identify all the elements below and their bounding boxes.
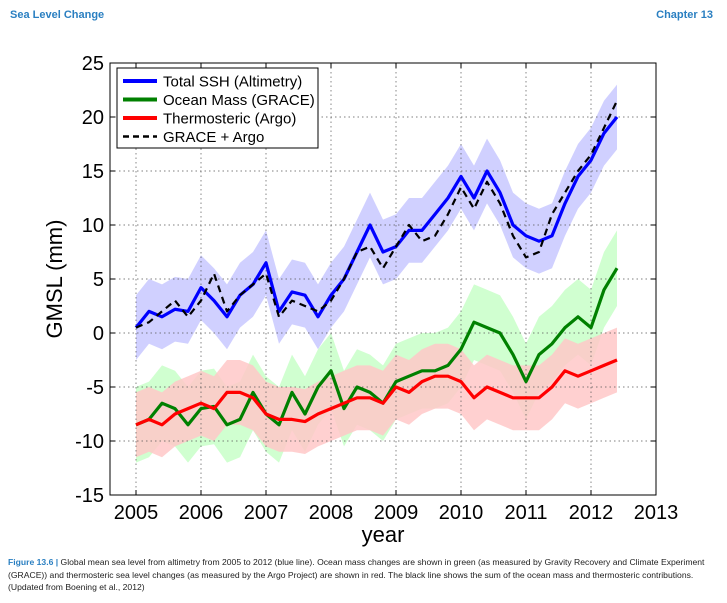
y-tick-label: -5 bbox=[86, 377, 104, 399]
x-tick-label: 2007 bbox=[244, 502, 289, 524]
gmsl-chart: 2005 2006 2007 2008 2009 2010 2011 2012 2013-15-… bbox=[42, 53, 678, 547]
band-thermo bbox=[136, 327, 617, 458]
x-tick-label: 2005 bbox=[114, 502, 159, 524]
x-tick-label: 2008 bbox=[309, 502, 354, 524]
legend: Total SSH (Altimetry)Ocean Mass (GRACE) T… bbox=[116, 67, 319, 149]
series-line-mass bbox=[135, 267, 619, 427]
grid-lines bbox=[110, 63, 656, 495]
uncertainty-bands bbox=[136, 84, 617, 463]
figure-caption-label: Figure 13.6 | bbox=[8, 557, 59, 567]
y-tick-label: 0 bbox=[93, 323, 104, 345]
x-tick-label: 2011 bbox=[504, 502, 547, 524]
y-tick-label: -10 bbox=[75, 431, 104, 453]
y-tick-label: 15 bbox=[82, 161, 104, 183]
legend-label-thermo: Thermosteric (Argo) bbox=[163, 111, 296, 128]
axis-ticks: 2005 2006 2007 2008 2009 2010 2011 2012 2013-15-… bbox=[75, 53, 678, 524]
y-axis-label: GMSL (mm) bbox=[42, 220, 67, 339]
x-tick-label: 2013 bbox=[634, 502, 679, 524]
series-lines bbox=[134, 100, 619, 427]
x-tick-label: 2009 bbox=[374, 502, 419, 524]
y-tick-label: -15 bbox=[75, 485, 104, 507]
x-axis-label: year bbox=[362, 522, 405, 547]
figure-caption-text: Global mean sea level from altimetry fro… bbox=[8, 557, 705, 592]
y-tick-label: 25 bbox=[82, 53, 104, 75]
series-line-sum bbox=[135, 100, 618, 329]
figure-caption: Figure 13.6 | Global mean sea level from… bbox=[8, 556, 720, 594]
x-tick-label: 2012 bbox=[569, 502, 614, 524]
band-ssh bbox=[136, 84, 617, 360]
legend-label-ssh: Total SSH (Altimetry) bbox=[163, 74, 302, 91]
legend-label-mass: Ocean Mass (GRACE) bbox=[163, 92, 315, 109]
y-tick-label: 5 bbox=[93, 269, 104, 291]
legend-label-sum: GRACE + Argo bbox=[163, 129, 264, 146]
x-tick-label: 2010 bbox=[439, 502, 484, 524]
y-tick-label: 10 bbox=[82, 215, 104, 237]
running-header-right: Chapter 13 bbox=[656, 9, 713, 21]
x-tick-label: 2006 bbox=[179, 502, 224, 524]
series-line-thermo bbox=[135, 358, 618, 427]
running-header-left: Sea Level Change bbox=[10, 9, 105, 21]
series-line-ssh bbox=[134, 115, 619, 329]
y-tick-label: 20 bbox=[82, 107, 104, 129]
